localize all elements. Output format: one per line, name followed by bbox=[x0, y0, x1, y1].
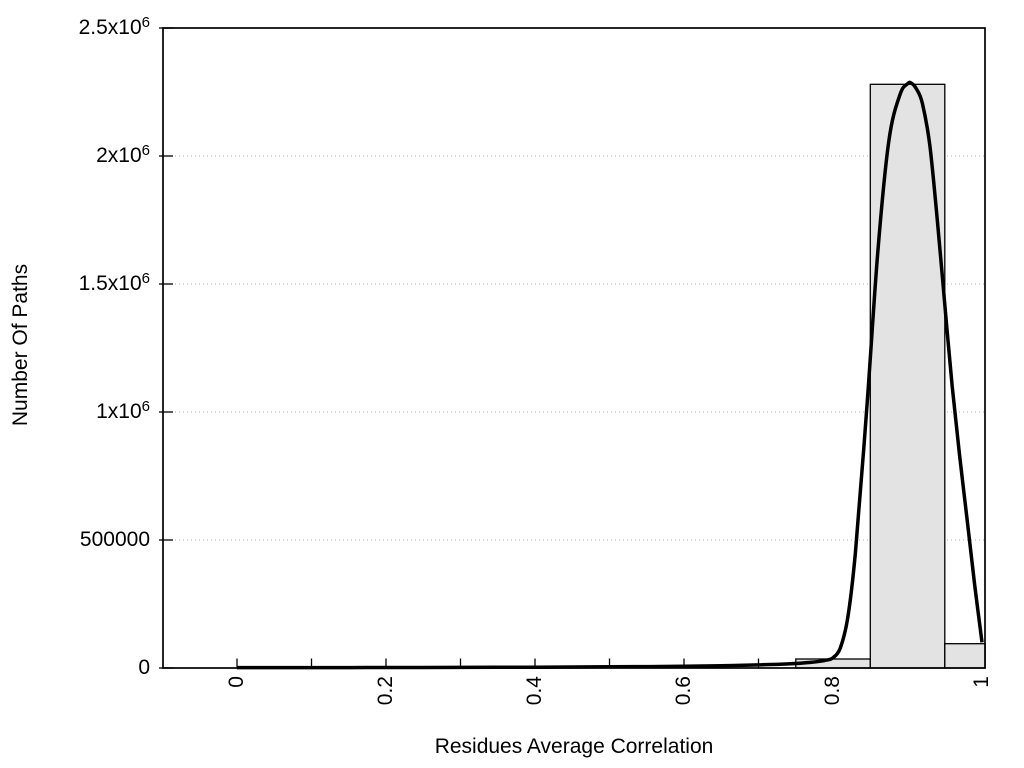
x-tick-label: 0.6 bbox=[672, 676, 695, 706]
x-axis-title: Residues Average Correlation bbox=[434, 735, 714, 758]
x-tick-label: 0 bbox=[225, 676, 248, 688]
y-tick-exponent: 6 bbox=[141, 270, 150, 287]
y-tick-exponent: 6 bbox=[141, 398, 150, 415]
y-tick-text: 2x10 bbox=[96, 144, 142, 167]
y-tick-text: 1x10 bbox=[96, 400, 142, 423]
x-tick-label: 0.2 bbox=[374, 676, 397, 706]
y-axis-title: Number Of Paths bbox=[9, 263, 32, 427]
y-tick-text: 2.5x10 bbox=[78, 16, 142, 39]
y-tick-label: 2.5x106 bbox=[0, 13, 150, 43]
x-tick-label: 0.4 bbox=[523, 676, 546, 706]
y-tick-text: 500000 bbox=[79, 528, 150, 551]
y-tick-label: 500000 bbox=[0, 525, 150, 555]
x-tick-label: 1 bbox=[970, 676, 993, 688]
y-tick-label: 1x106 bbox=[0, 397, 150, 427]
histogram-bar bbox=[944, 643, 986, 669]
y-tick-exponent: 6 bbox=[141, 14, 150, 31]
plot-border bbox=[162, 27, 986, 669]
y-tick-label: 1.5x106 bbox=[0, 269, 150, 299]
y-tick-label: 2x106 bbox=[0, 141, 150, 171]
y-tick-label: 0 bbox=[0, 653, 150, 683]
y-tick-exponent: 6 bbox=[141, 142, 150, 159]
y-tick-text: 0 bbox=[138, 656, 150, 679]
y-tick-text: 1.5x10 bbox=[78, 272, 142, 295]
x-tick-label: 0.8 bbox=[821, 676, 844, 706]
